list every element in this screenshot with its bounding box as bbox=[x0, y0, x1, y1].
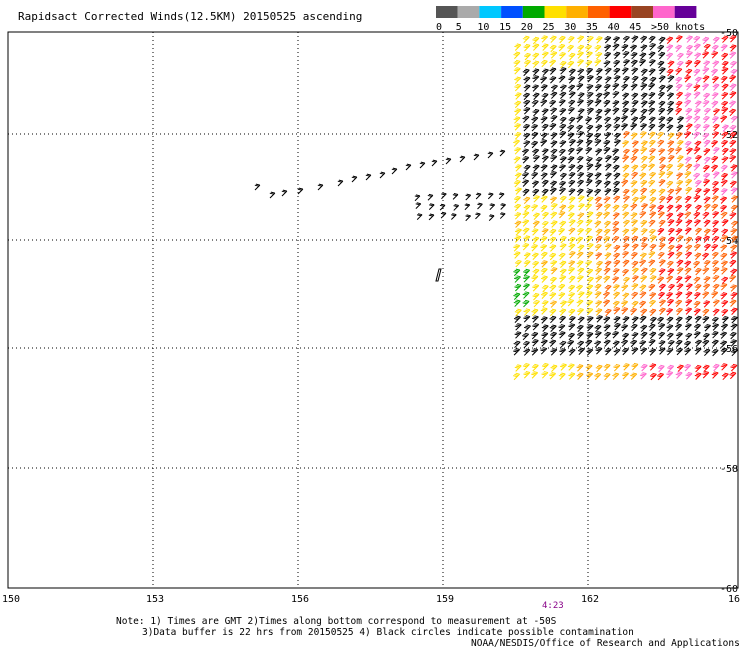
note-line-3: NOAA/NESDIS/Office of Research and Appli… bbox=[471, 638, 740, 649]
note-line-1: Note: 1) Times are GMT 2)Times along bot… bbox=[116, 616, 557, 627]
lon-tick-label: 159 bbox=[436, 594, 454, 605]
map-title: Rapidsact Corrected Winds(12.5KM) 201505… bbox=[18, 10, 362, 23]
lon-tick-label: 153 bbox=[146, 594, 164, 605]
legend-label: 0 bbox=[436, 22, 442, 33]
legend-swatch bbox=[674, 6, 697, 18]
lat-tick-label: -60 bbox=[720, 584, 738, 595]
legend-swatch bbox=[501, 6, 523, 18]
map-frame bbox=[7, 31, 739, 589]
lat-tick-label: -58 bbox=[720, 464, 738, 475]
wind-barbs bbox=[254, 35, 738, 381]
legend-swatch bbox=[609, 6, 632, 18]
lat-tick-label: -54 bbox=[720, 236, 738, 247]
legend-label: 20 bbox=[521, 22, 533, 33]
legend-swatch bbox=[631, 6, 653, 18]
lat-tick-label: -52 bbox=[720, 130, 738, 141]
legend-label: 15 bbox=[499, 22, 511, 33]
legend-label: 45 bbox=[629, 22, 641, 33]
note-line-2: 3)Data buffer is 22 hrs from 20150525 4)… bbox=[142, 627, 634, 638]
legend-label: 35 bbox=[586, 22, 598, 33]
lon-tick-label: 150 bbox=[2, 594, 20, 605]
legend-swatch bbox=[522, 6, 545, 18]
legend-swatch bbox=[457, 6, 480, 18]
speed-legend: 0 5 10 15 20 25 30 35 40 45 >50 knots bbox=[436, 6, 705, 33]
legend-label: 5 bbox=[456, 22, 462, 33]
lon-tick-label: 156 bbox=[291, 594, 309, 605]
legend-label: 30 bbox=[564, 22, 576, 33]
pass-time-label: 4:23 bbox=[542, 601, 564, 611]
graticule bbox=[8, 32, 738, 588]
lat-tick-label: -56 bbox=[720, 344, 738, 355]
lon-tick-label: 162 bbox=[581, 594, 599, 605]
legend-swatch bbox=[566, 6, 588, 18]
lon-tick-label: 165 bbox=[728, 594, 740, 605]
latitude-labels: -50 -52 -54 -56 -58 -60 bbox=[720, 28, 738, 595]
legend-swatch bbox=[544, 6, 567, 18]
legend-label: 40 bbox=[608, 22, 620, 33]
legend-swatch bbox=[587, 6, 610, 18]
legend-label: 25 bbox=[543, 22, 555, 33]
legend-label: 10 bbox=[477, 22, 489, 33]
legend-swatch bbox=[479, 6, 502, 18]
legend-label: >50 knots bbox=[651, 22, 705, 33]
legend-swatch bbox=[436, 6, 458, 18]
legend-swatch bbox=[653, 6, 675, 18]
lat-tick-label: -50 bbox=[720, 28, 738, 39]
longitude-labels: 150 153 156 159 162 165 bbox=[2, 594, 740, 605]
